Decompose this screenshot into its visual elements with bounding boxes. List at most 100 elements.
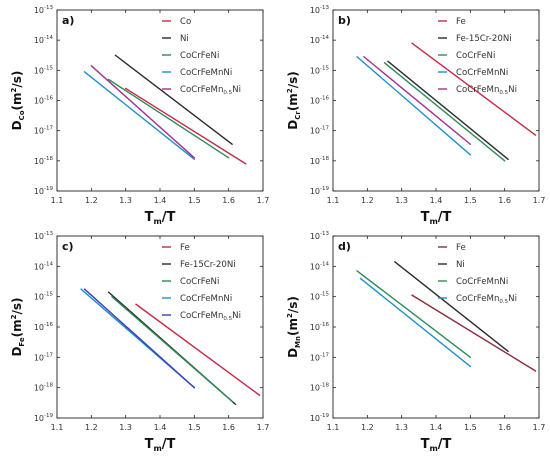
- x-tick-label: 1.5: [464, 196, 477, 205]
- series-line-cocrfemnni: [356, 270, 472, 359]
- x-tick-label: 1.1: [51, 196, 64, 205]
- series-line-cocrfemn0-5ni: [90, 65, 196, 159]
- legend-entry: CoCrFeMn0.5Ni: [180, 85, 241, 96]
- series-line-cocrfemnni: [83, 71, 196, 161]
- x-tick-label: 1.4: [154, 196, 167, 205]
- y-axis-label: DMn(m2/s): [286, 296, 302, 358]
- x-tick-label: 1.7: [533, 423, 546, 432]
- y-tick-label: 10-16: [34, 322, 54, 332]
- x-tick-label: 1.4: [430, 423, 443, 432]
- legend-entry: CoCrFeNi: [180, 277, 219, 287]
- y-tick-label: 10-18: [310, 383, 330, 393]
- y-tick-label: 10-19: [34, 186, 54, 196]
- y-tick-label: 10-16: [310, 322, 330, 332]
- series-line-ni: [394, 261, 509, 352]
- legend-entry: Ni: [456, 260, 465, 270]
- legend-entry: CoCrFeMnNi: [456, 277, 508, 287]
- x-axis-label: Tm/T: [421, 210, 452, 226]
- plot-frame: [56, 9, 264, 192]
- x-tick-label: 1.6: [222, 423, 235, 432]
- x-tick-label: 1.7: [533, 196, 546, 205]
- y-tick-label: 10-14: [310, 261, 330, 271]
- y-axis-label: DCr(m2/s): [286, 71, 302, 129]
- x-tick-label: 1.6: [498, 423, 511, 432]
- legend-entry: CoCrFeMnNi: [456, 68, 508, 78]
- series-line-fe-15cr-20ni: [387, 60, 509, 161]
- legend-entry: Fe-15Cr-20Ni: [456, 34, 512, 44]
- x-tick-label: 1.2: [85, 423, 98, 432]
- x-tick-label: 1.6: [222, 196, 235, 205]
- y-tick-label: 10-18: [310, 156, 330, 166]
- y-tick-label: 10-15: [34, 65, 54, 75]
- y-tick-label: 10-13: [310, 231, 330, 241]
- y-tick-label: 10-13: [34, 5, 54, 15]
- legend-entry: Fe: [456, 243, 466, 253]
- series-line-fe: [135, 303, 261, 396]
- x-tick-label: 1.1: [327, 196, 340, 205]
- x-tick-label: 1.4: [430, 196, 443, 205]
- x-tick-label: 1.3: [119, 423, 132, 432]
- y-tick-label: 10-13: [310, 5, 330, 15]
- x-tick-label: 1.3: [119, 196, 132, 205]
- y-tick-label: 10-15: [310, 292, 330, 302]
- legend-entry: CoCrFeMnNi: [180, 294, 232, 304]
- x-tick-label: 1.2: [361, 423, 374, 432]
- chart-panel-4: 1.1 1.2 1.3 1.4 1.5 1.6 1.7 10-13 10-14 10-15 10-1…: [286, 231, 545, 453]
- x-tick-label: 1.1: [327, 423, 340, 432]
- x-tick-label: 1.4: [154, 423, 167, 432]
- x-tick-label: 1.7: [257, 196, 270, 205]
- legend-entry: Fe: [456, 17, 466, 27]
- legend-entry: Fe: [180, 243, 190, 253]
- chart-panel-1: 1.1 1.2 1.3 1.4 1.5 1.6 1.7 10-13 10-14 10-15 10-1…: [10, 5, 269, 226]
- x-tick-label: 1.5: [464, 423, 477, 432]
- y-tick-label: 10-18: [34, 383, 54, 393]
- y-tick-label: 10-15: [34, 292, 54, 302]
- x-tick-label: 1.7: [257, 423, 270, 432]
- series-line-cocrfemn0-5ni: [363, 56, 472, 145]
- legend-entry: CoCrFeMnNi: [180, 68, 232, 78]
- legend-entry: CoCrFeMn0.5Ni: [180, 311, 241, 322]
- panel-label: c): [62, 240, 74, 253]
- series-line-cocrfemnni: [356, 56, 472, 156]
- panel-label: b): [338, 14, 351, 27]
- x-tick-label: 1.5: [188, 423, 201, 432]
- y-tick-label: 10-19: [310, 413, 330, 423]
- legend-entry: Co: [180, 17, 191, 27]
- legend-entry: CoCrFeMn0.5Ni: [456, 294, 517, 305]
- panel-label: d): [338, 240, 351, 253]
- x-tick-label: 1.3: [395, 423, 408, 432]
- x-tick-label: 1.3: [395, 196, 408, 205]
- y-tick-label: 10-17: [34, 352, 54, 362]
- y-tick-label: 10-17: [34, 126, 54, 136]
- y-tick-label: 10-16: [34, 96, 54, 106]
- y-tick-label: 10-14: [34, 261, 54, 271]
- y-tick-label: 10-13: [34, 231, 54, 241]
- panel-label: a): [62, 14, 74, 27]
- y-tick-label: 10-19: [34, 413, 54, 423]
- x-tick-label: 1.5: [188, 196, 201, 205]
- series-line-ni: [114, 54, 233, 145]
- series-line-cocrfeni: [383, 62, 506, 162]
- chart-panel-3: 1.1 1.2 1.3 1.4 1.5 1.6 1.7 10-13 10-14 10-15 10-1…: [10, 231, 269, 453]
- y-tick-label: 10-16: [310, 96, 330, 106]
- series-line-cocrfemn0-5ni: [359, 277, 472, 368]
- x-tick-label: 1.6: [498, 196, 511, 205]
- plot-frame: [332, 235, 540, 419]
- legend-entry: CoCrFeNi: [456, 51, 495, 61]
- y-tick-label: 10-17: [310, 352, 330, 362]
- y-axis-label: DFe(m2/s): [10, 297, 26, 356]
- series-line-co: [124, 87, 247, 165]
- legend-entry: CoCrFeNi: [180, 51, 219, 61]
- x-tick-label: 1.1: [51, 423, 64, 432]
- legend-entry: Ni: [180, 34, 189, 44]
- y-tick-label: 10-17: [310, 126, 330, 136]
- x-tick-label: 1.2: [85, 196, 98, 205]
- y-tick-label: 10-14: [34, 35, 54, 45]
- series-line-cocrfeni: [111, 295, 233, 403]
- x-axis-label: Tm/T: [145, 210, 176, 226]
- y-tick-label: 10-15: [310, 65, 330, 75]
- y-tick-label: 10-14: [310, 35, 330, 45]
- series-line-fe: [411, 42, 537, 136]
- series-line-cocrfeni: [107, 78, 230, 159]
